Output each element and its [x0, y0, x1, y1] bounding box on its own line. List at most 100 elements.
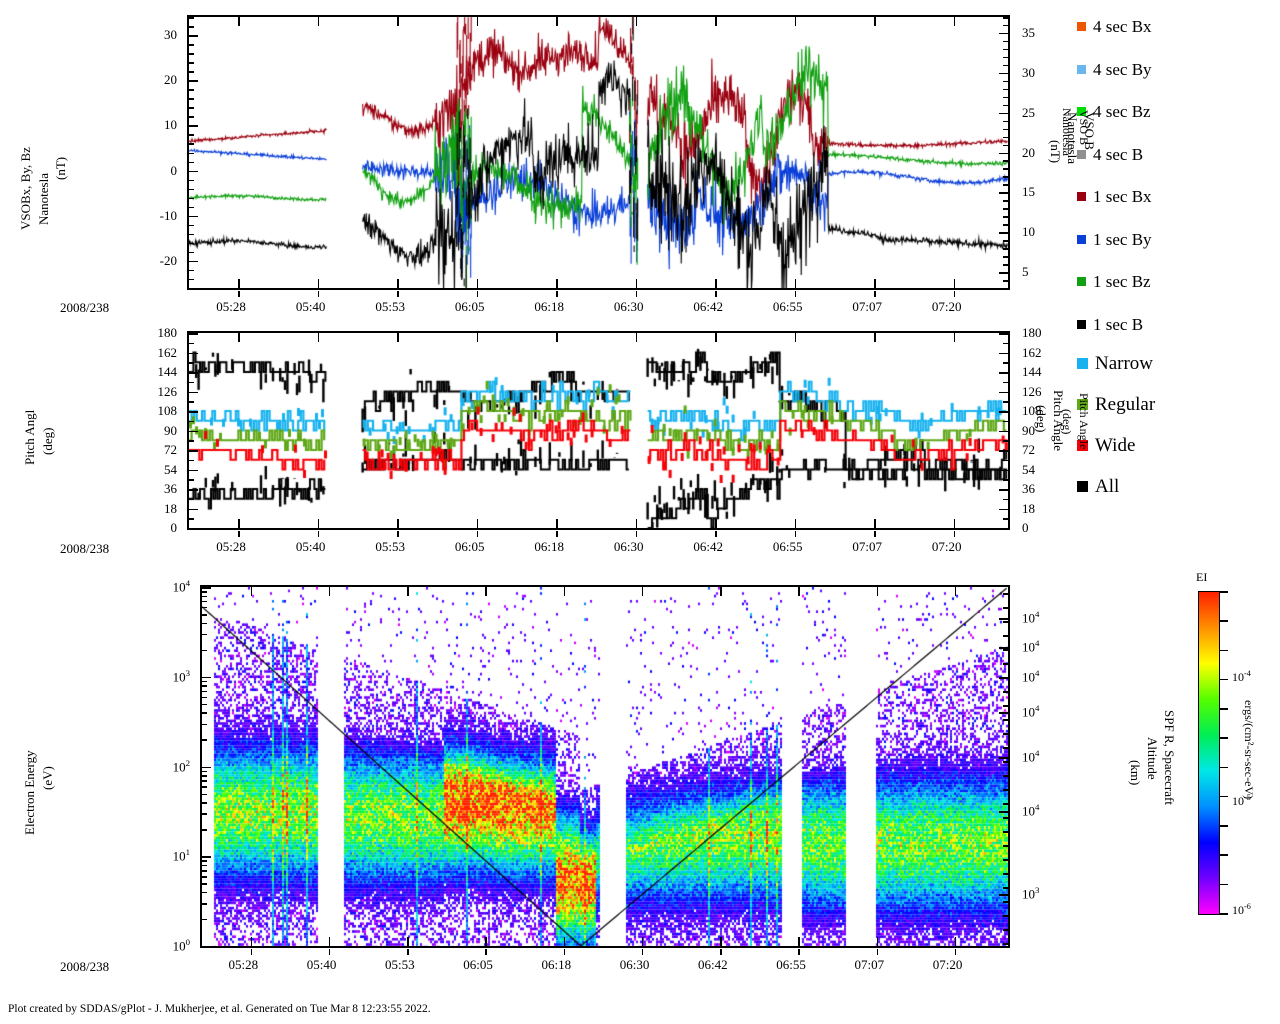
spec-ytick-left: 102 [172, 757, 190, 774]
axis-tick [1003, 96, 1008, 99]
legend-item[interactable]: All [1077, 477, 1119, 496]
axis-tick [1003, 677, 1008, 679]
mag-ytick-left: 0 [170, 162, 178, 178]
legend-item[interactable]: 4 sec By [1077, 61, 1152, 78]
legend-item[interactable]: 1 sec By [1077, 231, 1152, 248]
mag-ytick-right: 10 [1022, 224, 1035, 240]
axis-tick [202, 633, 207, 636]
axis-tick [202, 891, 207, 894]
pitch-ytick-left: 36 [164, 481, 177, 496]
axis-tick [189, 352, 198, 354]
colorbar-tick [1219, 766, 1228, 769]
pitch-ytick-right: 36 [1022, 481, 1035, 496]
axis-tick [1003, 256, 1008, 258]
axis-tick [189, 479, 194, 481]
colorbar-tick-label: 10-6 [1232, 902, 1251, 918]
axis-tick-outer [397, 291, 399, 297]
legend-label: 4 sec Bz [1093, 102, 1151, 121]
axis-tick-outer [715, 291, 717, 297]
axis-tick [189, 71, 194, 73]
legend-group-nanotesla: Nanotesla [1060, 108, 1074, 156]
axis-tick [202, 802, 207, 804]
legend-item[interactable]: Narrow [1077, 354, 1153, 373]
axis-tick [202, 864, 207, 867]
axis-tick [999, 757, 1008, 759]
axis-tick [476, 279, 479, 288]
legend-item[interactable]: 4 sec Bz [1077, 103, 1151, 120]
axis-tick [999, 411, 1008, 413]
pitch-ytick-right: 126 [1022, 383, 1042, 399]
axis-tick [1003, 719, 1008, 721]
axis-tick [1003, 663, 1008, 665]
axis-tick [1003, 901, 1008, 903]
axis-tick [397, 279, 399, 288]
pitch-ytick-right: 72 [1022, 442, 1035, 457]
legend-item[interactable]: 1 sec Bx [1077, 188, 1152, 205]
mag-ylabel-left-line1: VSOBx, By, Bz [18, 147, 33, 230]
legend-item[interactable]: 4 sec Bx [1077, 18, 1152, 35]
legend-group-pitch-angle: Pitch Angle [1077, 393, 1091, 450]
pitch-ytick-right: 180 [1022, 325, 1042, 340]
axis-tick [1003, 272, 1008, 274]
legend-label: 1 sec B [1093, 314, 1144, 334]
axis-tick-outer [563, 949, 566, 955]
axis-tick [202, 676, 211, 679]
legend-item[interactable]: 1 sec B [1077, 316, 1143, 333]
pitch-ytick-left: 90 [164, 422, 177, 438]
axis-tick [202, 622, 207, 625]
axis-tick [1003, 240, 1008, 242]
axis-tick [1003, 224, 1008, 226]
axis-tick [798, 587, 800, 596]
axis-tick [1003, 80, 1008, 83]
mag-ytick-right: 15 [1022, 184, 1035, 200]
axis-tick [1003, 192, 1008, 194]
mag-ytick-right: 30 [1022, 64, 1035, 80]
axis-tick [1003, 176, 1008, 178]
colorbar-tick [1219, 913, 1228, 915]
axis-tick-outer [397, 531, 399, 537]
axis-tick [202, 775, 207, 777]
pitch-xtick: 06:18 [534, 539, 564, 554]
pitch-xtick: 05:40 [295, 539, 326, 554]
legend-item[interactable]: 4 sec B [1077, 146, 1143, 163]
axis-tick-outer [953, 531, 956, 537]
axis-tick [189, 362, 194, 364]
axis-tick [189, 233, 194, 236]
pitch-xtick: 06:30 [613, 539, 644, 554]
axis-tick [1003, 72, 1008, 75]
axis-tick [189, 125, 194, 127]
axis-tick-outer [876, 949, 879, 955]
axis-tick [189, 528, 198, 530]
legend-item[interactable]: Wide [1077, 436, 1135, 455]
axis-tick [202, 690, 207, 693]
legend-item[interactable]: Regular [1077, 395, 1155, 414]
axis-tick [715, 333, 717, 342]
spec-ytick-right: 103 [1022, 885, 1040, 902]
pitch-ytick-left: 126 [157, 383, 178, 399]
axis-tick [794, 333, 797, 342]
axis-tick [1003, 873, 1008, 875]
legend-swatch-icon [1077, 149, 1086, 159]
axis-tick [189, 508, 198, 510]
legend-item[interactable]: 1 sec Bz [1077, 273, 1151, 290]
pitch-ytick-right: 108 [1022, 403, 1042, 418]
axis-tick [1003, 440, 1008, 442]
axis-tick [189, 107, 194, 109]
mag-date-label: 2008/238 [60, 300, 110, 315]
axis-tick [1003, 17, 1008, 19]
pitch-xtick: 06:05 [454, 539, 485, 554]
axis-tick [189, 489, 198, 491]
axis-tick [874, 17, 876, 26]
axis-tick [1003, 112, 1008, 115]
axis-tick [189, 188, 194, 191]
axis-tick [1003, 120, 1008, 123]
legend-group-vso-b: VSO B [1077, 110, 1091, 146]
axis-tick [250, 937, 253, 946]
axis-tick [202, 600, 207, 603]
colorbar-tick [1219, 883, 1228, 886]
pitch-ytick-right: 162 [1022, 344, 1042, 360]
axis-tick [202, 780, 207, 782]
axis-tick [1003, 64, 1008, 67]
axis-tick-outer [250, 949, 253, 955]
axis-tick [635, 333, 638, 342]
